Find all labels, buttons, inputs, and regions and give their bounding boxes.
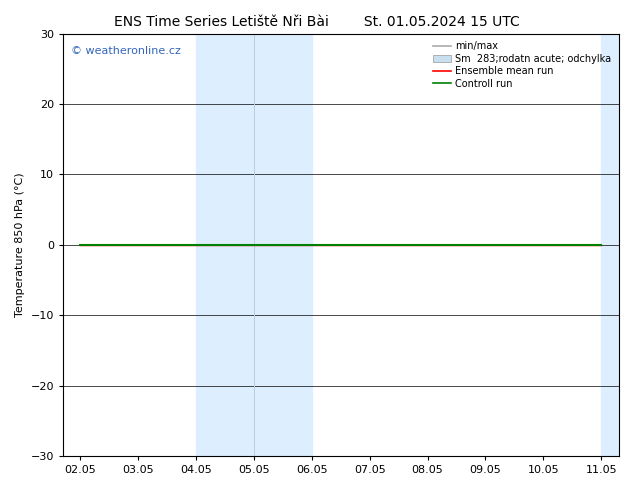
Text: ENS Time Series Letiště Nři Bài        St. 01.05.2024 15 UTC: ENS Time Series Letiště Nři Bài St. 01.0… xyxy=(114,15,520,29)
Bar xyxy=(196,34,312,456)
Text: © weatheronline.cz: © weatheronline.cz xyxy=(72,47,181,56)
Legend: min/max, Sm  283;rodatn acute; odchylka, Ensemble mean run, Controll run: min/max, Sm 283;rodatn acute; odchylka, … xyxy=(430,39,614,92)
Y-axis label: Temperature 850 hPa (°C): Temperature 850 hPa (°C) xyxy=(15,172,25,317)
Bar xyxy=(601,34,634,456)
